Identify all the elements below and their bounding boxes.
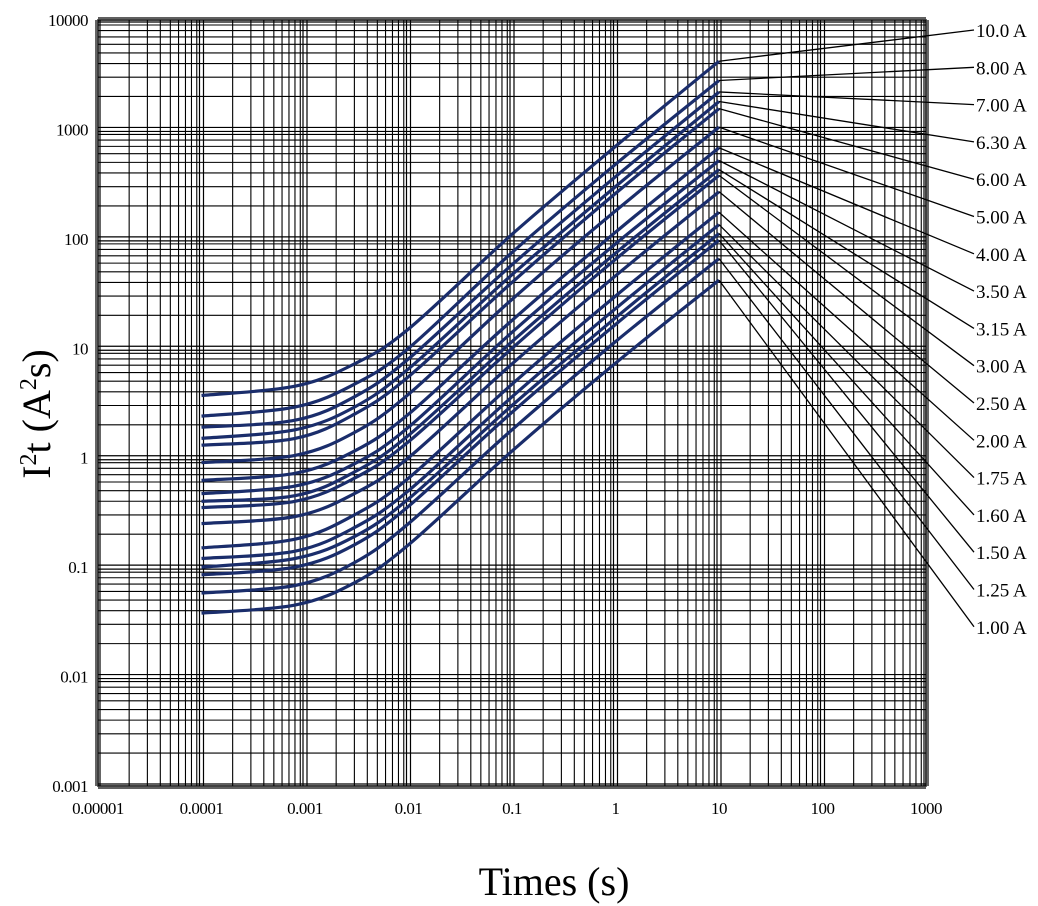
legend-label: 1.00 A xyxy=(976,618,1027,639)
x-tick-label: 0.1 xyxy=(502,799,522,818)
legend-leader-line xyxy=(718,159,975,292)
legend-label: 1.25 A xyxy=(976,581,1027,602)
legend-label: 2.00 A xyxy=(976,431,1027,452)
series-curve xyxy=(201,79,721,418)
x-tick-label: 1 xyxy=(612,799,620,818)
y-tick-label: 100 xyxy=(64,230,88,249)
series-curve xyxy=(201,211,721,550)
series-curve xyxy=(201,257,721,595)
y-tick-label: 1000 xyxy=(56,120,88,139)
x-tick-label: 10 xyxy=(711,799,727,818)
legend-leader-line xyxy=(718,258,975,590)
legend-leader-line xyxy=(718,168,975,329)
legend-leader-line xyxy=(718,211,975,441)
legend-label: 1.50 A xyxy=(976,543,1027,564)
legend-leader-line xyxy=(718,126,975,218)
legend-label: 1.60 A xyxy=(976,506,1027,527)
legend-label: 4.00 A xyxy=(976,245,1027,266)
legend-label: 2.50 A xyxy=(976,394,1027,415)
y-tick-label: 10 xyxy=(72,339,88,358)
legend-label: 5.00 A xyxy=(976,208,1027,229)
legend-leader-line xyxy=(718,66,975,82)
series-curve xyxy=(201,125,721,465)
x-axis-title: Times (s) xyxy=(479,859,630,904)
series-curve xyxy=(201,174,721,510)
legend-leader-lines xyxy=(718,29,975,628)
y-tick-label: 0.001 xyxy=(52,777,88,796)
legend-leader-line xyxy=(718,224,975,479)
series-curve xyxy=(201,232,721,569)
series-curve xyxy=(201,107,721,447)
legend-leader-line xyxy=(718,233,975,516)
legend-label: 3.15 A xyxy=(976,319,1027,340)
y-tick-label: 10000 xyxy=(48,11,88,30)
legend-label: 7.00 A xyxy=(976,96,1027,117)
legend-leader-line xyxy=(718,279,975,628)
chart-grid xyxy=(95,17,929,789)
legend-leader-line xyxy=(718,174,975,367)
series-curve xyxy=(201,223,721,561)
legend-leader-line xyxy=(718,29,975,62)
plot-frame xyxy=(97,19,927,787)
x-tick-label: 0.0001 xyxy=(180,799,224,818)
legend-leader-line xyxy=(718,147,975,255)
series-curve xyxy=(201,59,721,398)
series-curve xyxy=(201,100,721,440)
series-curve xyxy=(201,168,721,503)
x-tick-label: 0.00001 xyxy=(72,799,124,818)
series-curve xyxy=(201,239,721,577)
legend-leader-line xyxy=(718,239,975,553)
legend-label: 1.75 A xyxy=(976,469,1027,490)
legend-labels: 10.0 A 8.00 A 7.00 A 6.30 A 6.00 A 5.00 A 4.00… xyxy=(976,21,1027,639)
y-tick-label: 1 xyxy=(80,449,88,468)
legend-leader-line xyxy=(718,100,975,143)
x-tick-label: 1000 xyxy=(910,799,942,818)
legend-label: 8.00 A xyxy=(976,58,1027,79)
y-tick-label: 0.1 xyxy=(68,558,88,577)
legend-label: 6.00 A xyxy=(976,170,1027,191)
x-tick-label: 100 xyxy=(811,799,835,818)
series-curve xyxy=(201,146,721,482)
legend-label: 3.00 A xyxy=(976,357,1027,378)
legend-label: 6.30 A xyxy=(976,133,1027,154)
chart-curves xyxy=(201,59,721,615)
y-tick-label: 0.01 xyxy=(60,668,88,687)
x-tick-label: 0.01 xyxy=(395,799,423,818)
legend-label: 3.50 A xyxy=(976,282,1027,303)
axis-tick-labels: 0.00001 0.0001 0.001 0.01 0.1 1 10 100 1000 0.001… xyxy=(48,11,943,818)
series-curve xyxy=(201,278,721,615)
series-curve xyxy=(201,190,721,526)
series-curve xyxy=(201,90,721,429)
legend-label: 10.0 A xyxy=(976,21,1027,42)
series-curve xyxy=(201,159,721,496)
legend-leader-line xyxy=(718,107,975,180)
legend-leader-line xyxy=(718,191,975,404)
x-tick-label: 0.001 xyxy=(287,799,323,818)
y-axis-title: I2t (A2s) xyxy=(14,349,59,479)
legend-leader-line xyxy=(718,91,975,106)
